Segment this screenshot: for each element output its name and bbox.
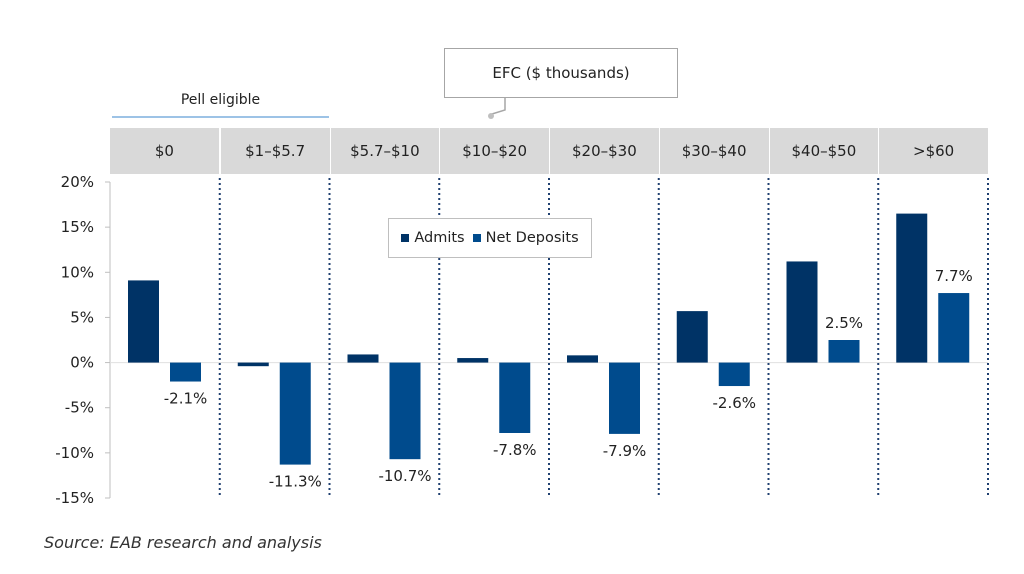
category-header-60: >$60 xyxy=(879,128,988,174)
efc-callout: EFC ($ thousands) xyxy=(444,48,678,98)
bar-net-deposits-60 xyxy=(938,293,970,363)
y-tick-label: -5% xyxy=(65,399,94,417)
source-note: Source: EAB research and analysis xyxy=(44,533,322,552)
bar-net-deposits-0 xyxy=(170,362,201,382)
category-header-40-50: $40–$50 xyxy=(769,128,879,174)
category-header-30-40: $30–$40 xyxy=(659,128,769,174)
legend-label-net-deposits: Net Deposits xyxy=(485,230,579,246)
data-label-net-deposits-10-20: -7.8% xyxy=(493,441,537,459)
bar-admits-30-40 xyxy=(676,311,708,363)
legend-item-admits: Admits xyxy=(401,230,465,246)
category-header-1-5-7: $1–$5.7 xyxy=(220,128,330,174)
legend-item-net-deposits: Net Deposits xyxy=(472,230,579,246)
bar-admits-5-7-10 xyxy=(347,354,379,363)
chart-legend: Admits Net Deposits xyxy=(388,218,592,258)
bar-net-deposits-10-20 xyxy=(499,362,531,433)
y-tick-label: 5% xyxy=(70,308,94,326)
y-tick-label: -10% xyxy=(55,444,94,462)
y-tick-label: 10% xyxy=(61,263,94,281)
category-header-5-7-10: $5.7–$10 xyxy=(330,128,440,174)
data-label-net-deposits-0: -2.1% xyxy=(164,390,208,408)
legend-swatch-admits xyxy=(401,234,410,242)
legend-label-admits: Admits xyxy=(414,230,465,246)
y-tick-label: 20% xyxy=(61,173,94,191)
category-header-0: $0 xyxy=(110,128,219,174)
legend-swatch-net-deposits xyxy=(472,234,481,242)
data-label-net-deposits-5-7-10: -10.7% xyxy=(378,467,431,485)
y-tick-label: 15% xyxy=(61,218,94,236)
bar-net-deposits-1-5-7 xyxy=(279,362,311,465)
data-label-net-deposits-60: 7.7% xyxy=(935,267,973,285)
bar-net-deposits-5-7-10 xyxy=(389,362,421,460)
data-label-net-deposits-40-50: 2.5% xyxy=(825,314,863,332)
bar-admits-60 xyxy=(896,213,928,363)
data-label-net-deposits-30-40: -2.6% xyxy=(712,394,756,412)
data-label-net-deposits-20-30: -7.9% xyxy=(603,442,647,460)
bar-admits-40-50 xyxy=(786,261,818,363)
bar-admits-10-20 xyxy=(457,358,489,363)
bar-admits-20-30 xyxy=(567,355,598,363)
bar-admits-0 xyxy=(128,280,159,363)
y-tick-label: 0% xyxy=(70,354,94,372)
bar-net-deposits-20-30 xyxy=(609,362,640,434)
data-label-net-deposits-1-5-7: -11.3% xyxy=(269,473,322,491)
category-header-10-20: $10–$20 xyxy=(440,128,549,174)
bar-admits-1-5-7 xyxy=(237,362,269,367)
pell-eligible-underline xyxy=(112,116,329,118)
bar-net-deposits-40-50 xyxy=(828,340,860,363)
y-tick-label: -15% xyxy=(55,489,94,507)
bar-net-deposits-30-40 xyxy=(718,362,750,387)
pell-eligible-label: Pell eligible xyxy=(180,92,261,108)
category-header-20-30: $20–$30 xyxy=(550,128,659,174)
